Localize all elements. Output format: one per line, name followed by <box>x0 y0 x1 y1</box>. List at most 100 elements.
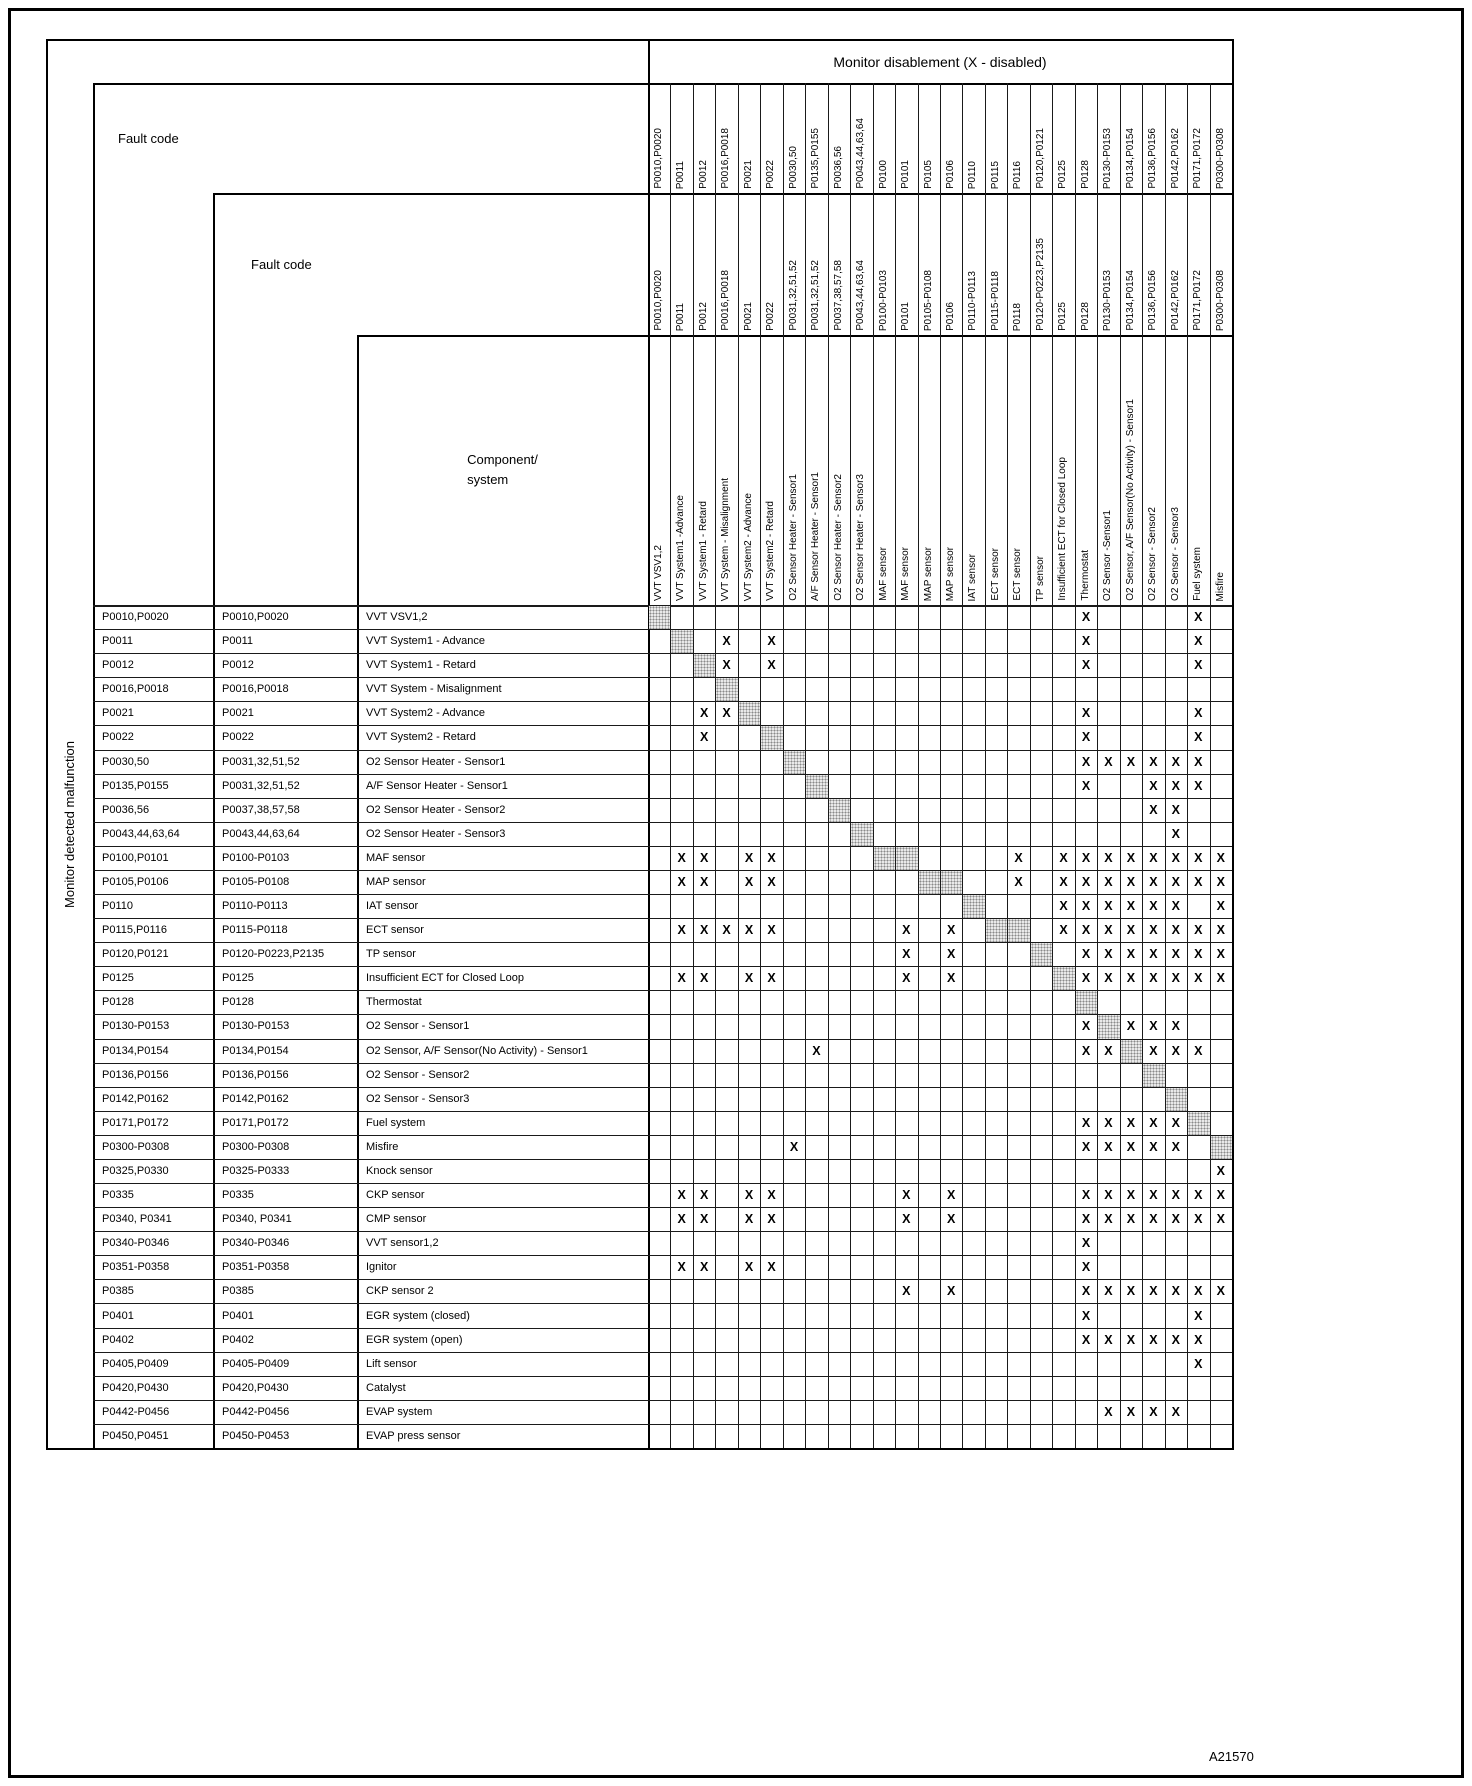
grid-line <box>93 1038 1232 1040</box>
disablement-mark: X <box>767 1212 776 1227</box>
col-header-code-text: P0134,P0154 <box>1124 128 1136 189</box>
col-header-code-detail: P0136,P0156 <box>1142 193 1164 335</box>
grid-line <box>1119 83 1121 1448</box>
disablement-mark: X <box>1104 1188 1113 1203</box>
disablement-mark: X <box>1171 899 1180 914</box>
row-fault-code-primary: P0135,P0155 <box>102 779 169 792</box>
grid-line <box>93 1062 1232 1064</box>
grid-line <box>1187 83 1189 1448</box>
row-fault-code-detail: P0136,P0156 <box>222 1068 289 1081</box>
disablement-mark: X <box>1149 947 1158 962</box>
self-diagonal-cell <box>1120 1039 1143 1063</box>
disablement-mark: X <box>1171 1332 1180 1347</box>
disablement-mark: X <box>1081 1284 1091 1299</box>
col-header-code-detail: P0134,P0154 <box>1120 193 1142 335</box>
row-fault-code-primary: P0385 <box>102 1285 134 1298</box>
col-header-code-detail-text: P0022 <box>765 302 777 331</box>
disablement-mark: X <box>1014 874 1023 889</box>
grid-line <box>93 797 1232 799</box>
disablement-mark: X <box>1104 1404 1113 1419</box>
col-header-code-detail-text: P0300-P0308 <box>1214 269 1226 331</box>
grid-line <box>850 83 852 1448</box>
grid-line <box>1097 83 1099 1448</box>
row-fault-code-detail: P0115-P0118 <box>222 924 288 937</box>
grid-line <box>1052 83 1054 1448</box>
self-diagonal-cell <box>963 895 985 919</box>
row-fault-code-primary: P0130-P0153 <box>102 1020 170 1033</box>
col-header-code-detail: P0105-P0108 <box>918 193 940 335</box>
col-header-code-detail-text: P0115-P0118 <box>989 271 1001 331</box>
disablement-mark: X <box>699 923 709 938</box>
col-header-component: O2 Sensor -Sensor1 <box>1097 335 1119 605</box>
col-header-code-detail-text: P0043,44,63,64 <box>855 260 867 331</box>
col-header-component: VVT System2 - Advance <box>738 335 760 605</box>
col-header-code: P0128 <box>1075 83 1097 193</box>
disablement-mark: X <box>1149 1115 1158 1130</box>
col-header-code: P0021 <box>738 83 760 193</box>
grid-line <box>93 845 1232 847</box>
col-header-code: P0030,50 <box>783 83 805 193</box>
col-header-code-detail: P0100-P0103 <box>873 193 895 335</box>
row-fault-code-detail: P0340, P0341 <box>222 1213 292 1226</box>
col-header-code-detail-text: P0105-P0108 <box>922 269 934 331</box>
col-header-component: Thermostat <box>1075 335 1097 605</box>
disablement-mark: X <box>1194 706 1203 721</box>
disablement-mark: X <box>744 874 754 889</box>
self-diagonal-cell <box>1075 991 1098 1015</box>
col-header-code-detail: P0012 <box>693 193 715 335</box>
disablement-mark: X <box>1216 923 1225 938</box>
row-component: Misfire <box>366 1140 399 1153</box>
col-header-code-detail-text: P0171,P0172 <box>1192 270 1204 331</box>
col-header-code: P0100 <box>873 83 895 193</box>
col-header-code-detail: P0010,P0020 <box>648 193 670 335</box>
disablement-mark: X <box>1216 1212 1225 1227</box>
disablement-mark: X <box>812 1043 821 1058</box>
grid-line <box>93 629 1232 631</box>
self-diagonal-cell <box>716 678 738 702</box>
col-header-code: P0300-P0308 <box>1210 83 1232 193</box>
self-diagonal-cell <box>1188 1111 1210 1135</box>
grid-line <box>93 1110 1232 1112</box>
col-header-code: P0116 <box>1007 83 1029 193</box>
col-header-code: P0036,56 <box>828 83 850 193</box>
col-header-code-detail: P0110-P0113 <box>962 193 984 335</box>
col-header-code-detail-text: P0118 <box>1012 302 1024 331</box>
row-component: MAP sensor <box>366 875 426 888</box>
disablement-mark: X <box>1194 1212 1203 1227</box>
disablement-mark: X <box>1171 1139 1180 1154</box>
grid-line <box>93 942 1232 944</box>
col-header-code-detail-text: P0011 <box>675 302 687 331</box>
row-fault-code-detail: P0125 <box>222 972 254 985</box>
row-fault-code-primary: P0335 <box>102 1189 134 1202</box>
col-header-component: VVT System1 - Retard <box>693 335 715 605</box>
row-component: O2 Sensor - Sensor1 <box>366 1020 470 1033</box>
row-component: VVT System1 - Advance <box>366 635 486 648</box>
col-header-component-text: A/F Sensor Heater - Sensor1 <box>810 472 822 601</box>
col-header-component-text: VVT System2 - Retard <box>765 501 777 601</box>
row-component: VVT VSV1,2 <box>366 611 428 624</box>
matrix-grid: P0010,P0020 P0010,P0020 VVT VSV1,2 P0011 P00… <box>48 41 1232 1448</box>
disablement-mark: X <box>744 971 754 986</box>
row-component: O2 Sensor - Sensor3 <box>366 1092 470 1105</box>
self-diagonal-cell <box>806 774 828 798</box>
row-fault-code-detail: P0130-P0153 <box>222 1020 290 1033</box>
col-header-code: P0110 <box>962 83 984 193</box>
disablement-mark: X <box>1126 754 1136 769</box>
row-component: EGR system (closed) <box>366 1309 470 1322</box>
grid-line <box>93 701 1232 703</box>
disablement-mark: X <box>1171 923 1180 938</box>
col-header-code-detail: P0115-P0118 <box>985 193 1007 335</box>
col-header-component-text: VVT System - Misalignment <box>720 477 732 601</box>
disablement-mark: X <box>1081 1043 1091 1058</box>
disablement-mark: X <box>722 923 731 938</box>
row-fault-code-primary: P0110 <box>102 900 133 913</box>
disablement-mark: X <box>1149 778 1158 793</box>
col-header-code-detail-text: P0100-P0103 <box>877 269 889 331</box>
row-fault-code-detail: P0134,P0154 <box>222 1044 289 1057</box>
disablement-mark: X <box>1171 778 1180 793</box>
disablement-mark: X <box>902 947 911 962</box>
row-component: ECT sensor <box>366 924 424 937</box>
grid-line <box>93 773 1232 775</box>
row-fault-code-detail: P0037,38,57,58 <box>222 803 300 816</box>
disablement-mark: X <box>1014 850 1023 865</box>
